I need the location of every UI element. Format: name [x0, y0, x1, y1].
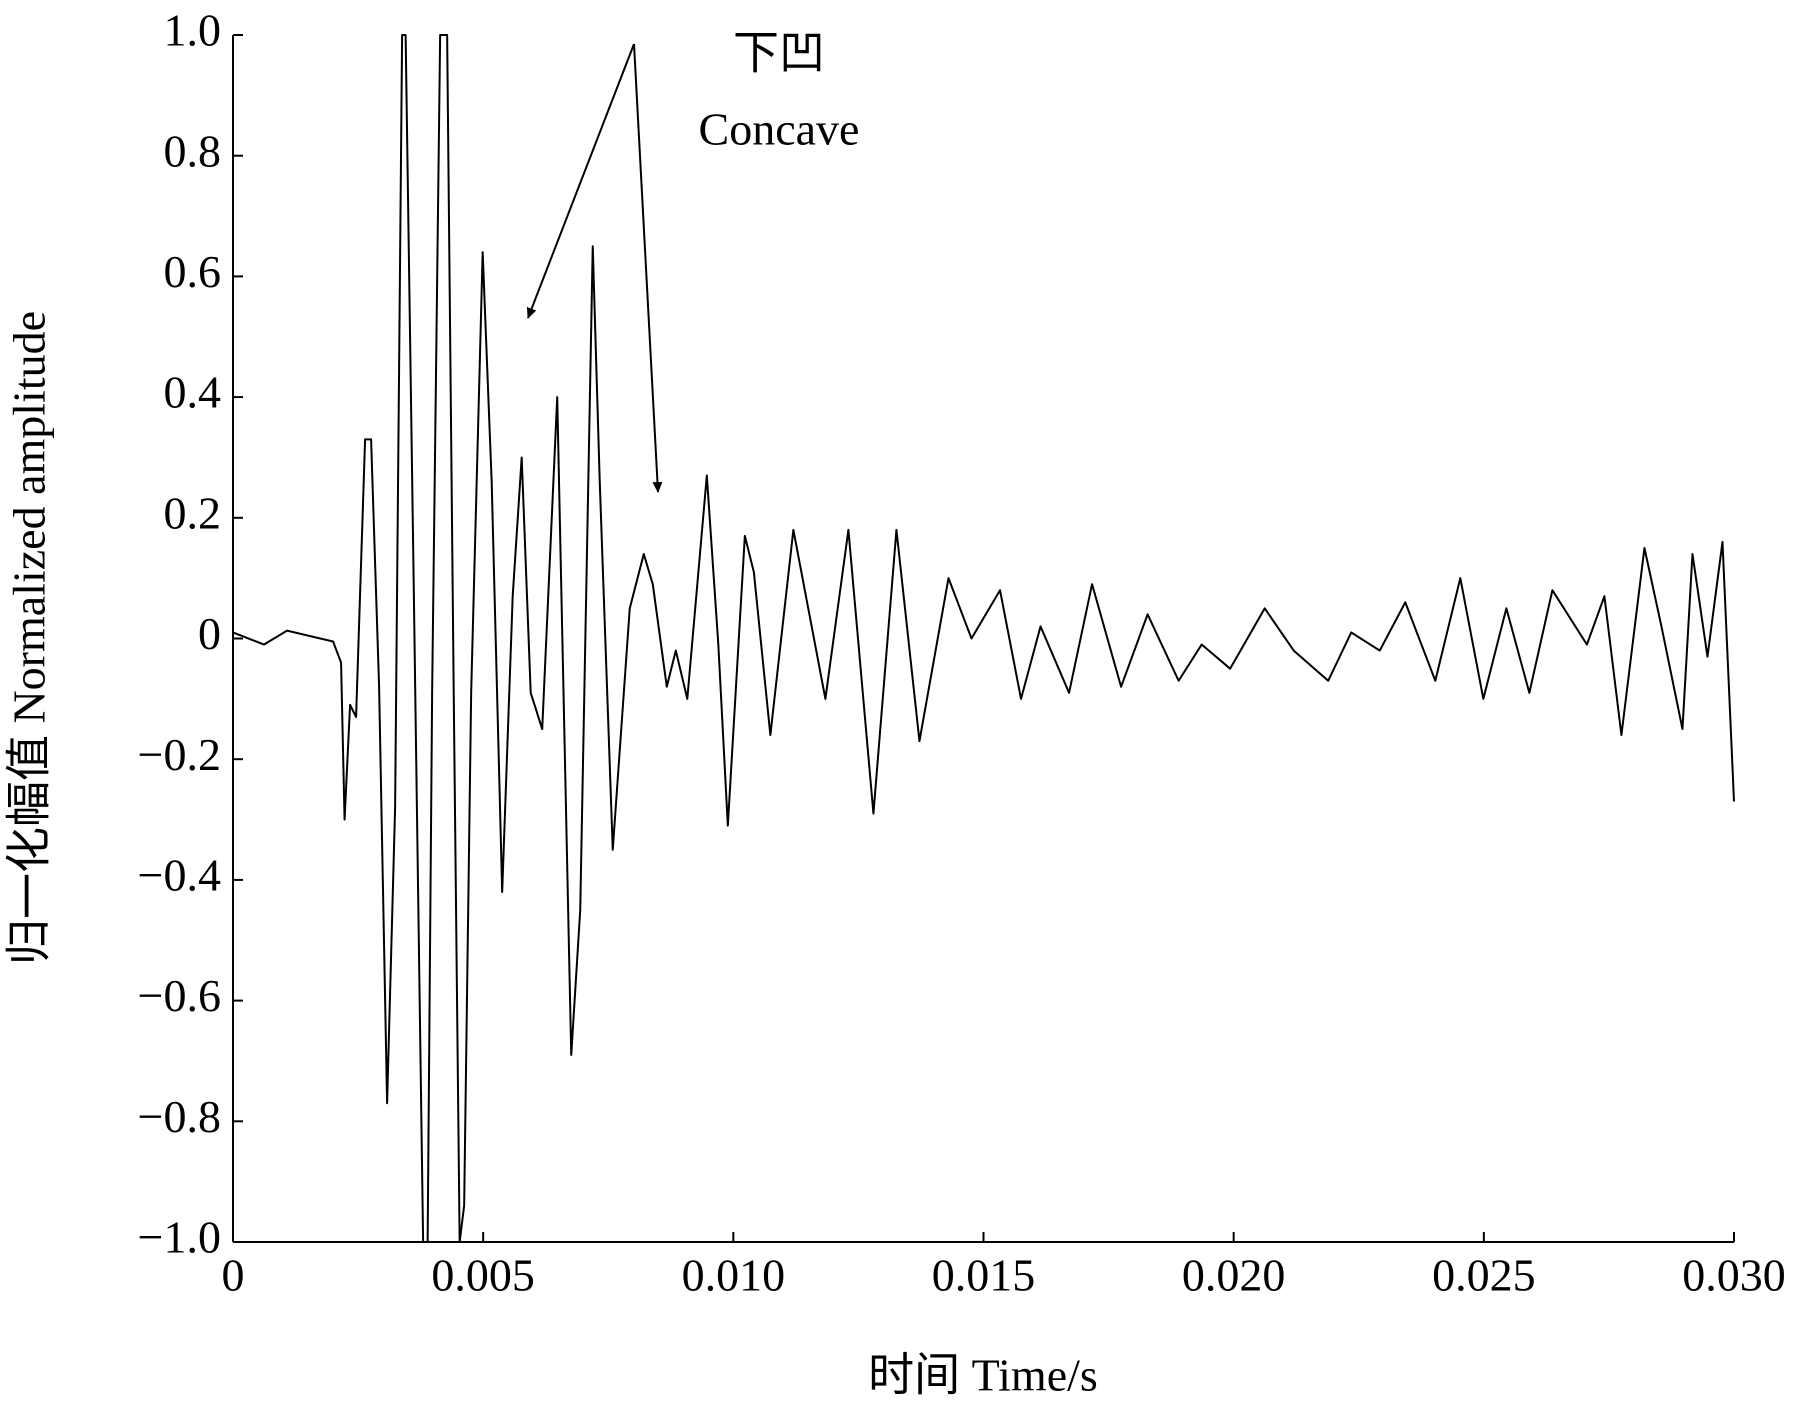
x-tick-label: 0	[222, 1250, 245, 1301]
x-tick-label: 0.020	[1182, 1250, 1286, 1301]
annotation: 下凹	[733, 28, 825, 79]
y-axis-title: 归一化幅值 Normalized amplitude	[4, 311, 55, 965]
y-tick-label: −0.4	[138, 849, 221, 900]
y-tick-label: −0.2	[138, 729, 221, 780]
x-tick-label: 0.025	[1432, 1250, 1536, 1301]
y-tick-label: 0.2	[164, 487, 222, 538]
y-tick-label: 0.4	[164, 367, 222, 418]
annotation-arrow	[526, 43, 635, 319]
y-tick-label: −0.6	[138, 970, 221, 1021]
annotation: Concave	[699, 104, 860, 155]
x-axis-title: 时间 Time/s	[868, 1350, 1098, 1401]
x-tick-label: 0.030	[1682, 1250, 1786, 1301]
y-tick-label: 0.8	[164, 125, 222, 176]
y-tick-label: −1.0	[138, 1212, 221, 1263]
x-tick-label: 0.005	[431, 1250, 535, 1301]
y-tick-label: 0	[198, 608, 221, 659]
x-tick-label: 0.010	[682, 1250, 786, 1301]
y-tick-label: 0.6	[164, 246, 222, 297]
y-tick-label: 1.0	[164, 5, 222, 56]
annotation-arrow	[633, 43, 663, 493]
y-tick-label: −0.8	[138, 1091, 221, 1142]
signal-line	[232, 34, 1735, 1243]
x-tick-label: 0.015	[932, 1250, 1036, 1301]
